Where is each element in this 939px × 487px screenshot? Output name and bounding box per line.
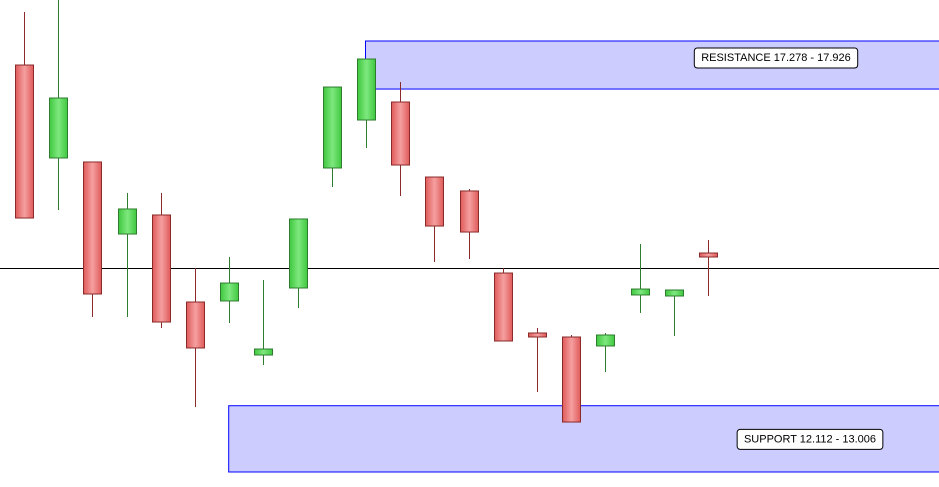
candle-14 <box>460 188 479 260</box>
candle-6 <box>186 267 205 407</box>
candle-body <box>289 218 308 289</box>
candle-9 <box>289 218 308 309</box>
candle-4 <box>118 192 137 317</box>
candle-body <box>49 97 68 159</box>
candle-body <box>357 58 376 121</box>
candle-body <box>15 64 34 219</box>
candle-body <box>631 288 650 296</box>
candle-1 <box>15 12 34 219</box>
candle-19 <box>631 243 650 313</box>
support-label: SUPPORT 12.112 - 13.006 <box>744 433 876 445</box>
resistance-label: RESISTANCE 17.278 - 17.926 <box>701 52 851 64</box>
candle-body <box>186 301 205 349</box>
candle-body <box>83 161 102 295</box>
resistance-label-box <box>693 47 859 69</box>
candle-16 <box>528 328 547 393</box>
candle-10 <box>323 86 342 188</box>
candle-body <box>494 272 513 342</box>
candle-18 <box>596 332 615 372</box>
candle-body <box>152 214 171 323</box>
candle-body <box>220 282 239 302</box>
candle-15 <box>494 267 513 342</box>
candle-body <box>460 190 479 233</box>
candle-2 <box>49 0 68 211</box>
support-label-box <box>736 428 884 450</box>
candle-11 <box>357 58 376 148</box>
candle-5 <box>152 192 171 329</box>
candle-body <box>699 252 718 258</box>
candle-13 <box>425 176 444 262</box>
candle-body <box>665 289 684 297</box>
candle-body <box>596 334 615 347</box>
candle-12 <box>391 81 410 197</box>
candle-body <box>254 348 273 356</box>
candle-20 <box>665 289 684 337</box>
candle-17 <box>562 334 581 423</box>
candle-3 <box>83 161 102 317</box>
candle-8 <box>254 279 273 366</box>
candle-body <box>528 332 547 338</box>
candle-body <box>425 176 444 227</box>
candle-body <box>562 336 581 423</box>
candle-7 <box>220 257 239 323</box>
candle-21 <box>699 239 718 297</box>
candle-body <box>323 86 342 169</box>
candle-body <box>118 208 137 235</box>
candle-body <box>391 101 410 166</box>
